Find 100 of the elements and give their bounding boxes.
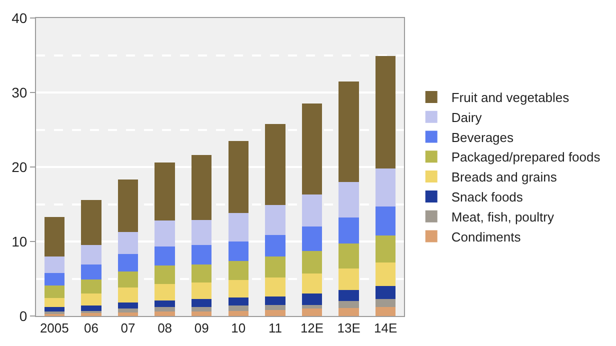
bar bbox=[375, 168, 396, 206]
bar bbox=[228, 280, 249, 298]
bar bbox=[265, 124, 286, 205]
bar bbox=[118, 180, 138, 232]
bar bbox=[228, 213, 249, 242]
legend-label: Fruit and vegetables bbox=[451, 90, 570, 106]
bar bbox=[81, 264, 102, 280]
bar bbox=[81, 294, 102, 306]
bar bbox=[81, 310, 102, 314]
bar bbox=[44, 298, 65, 308]
bar bbox=[265, 256, 286, 278]
bar bbox=[44, 307, 65, 312]
y-tick-label: 30 bbox=[12, 84, 28, 100]
y-tick-label: 20 bbox=[12, 158, 28, 175]
bar bbox=[338, 81, 359, 182]
bar bbox=[265, 304, 286, 310]
y-tick-label: 10 bbox=[12, 233, 28, 250]
x-tick-label: 06 bbox=[84, 320, 98, 336]
bar bbox=[302, 194, 322, 227]
x-tick-label: 11 bbox=[268, 320, 282, 336]
bar bbox=[265, 205, 286, 235]
bar bbox=[154, 220, 175, 247]
bar bbox=[375, 298, 396, 308]
bar bbox=[302, 308, 322, 316]
bar bbox=[338, 290, 359, 302]
bar bbox=[302, 226, 322, 252]
bar bbox=[191, 298, 212, 308]
bar bbox=[265, 234, 286, 256]
bar bbox=[302, 104, 322, 195]
bar bbox=[191, 307, 212, 312]
bar bbox=[118, 288, 138, 303]
bar bbox=[154, 312, 175, 316]
bar bbox=[154, 265, 175, 284]
bar bbox=[118, 271, 138, 288]
bar bbox=[191, 312, 212, 316]
legend-label: Meat, fish, poultry bbox=[451, 209, 554, 224]
x-tick-label: 2005 bbox=[40, 320, 69, 336]
bar bbox=[191, 264, 212, 282]
bar bbox=[154, 246, 175, 266]
bar bbox=[118, 302, 138, 309]
bar bbox=[191, 220, 212, 246]
bar bbox=[118, 232, 138, 254]
bar bbox=[338, 218, 359, 244]
bar bbox=[338, 301, 359, 308]
bar bbox=[191, 155, 212, 220]
bar bbox=[228, 260, 249, 280]
bar bbox=[118, 308, 138, 312]
legend-label: Condiments bbox=[451, 229, 522, 244]
bar bbox=[154, 284, 175, 300]
bar bbox=[81, 200, 102, 246]
bar bbox=[154, 162, 175, 221]
bar bbox=[44, 285, 65, 298]
bar bbox=[228, 297, 249, 306]
bar bbox=[338, 308, 359, 316]
x-tick-label: 10 bbox=[231, 320, 246, 336]
x-tick-label: 14E bbox=[374, 320, 398, 336]
y-tick-label: 40 bbox=[12, 10, 28, 26]
bar bbox=[44, 256, 65, 273]
bar bbox=[228, 242, 249, 261]
bar bbox=[375, 236, 396, 262]
bar bbox=[81, 306, 102, 311]
bar bbox=[338, 182, 359, 218]
x-tick-label: 08 bbox=[158, 320, 172, 336]
bar bbox=[81, 313, 102, 316]
bar bbox=[375, 307, 396, 316]
bar bbox=[44, 216, 65, 256]
x-tick-label: 09 bbox=[194, 320, 209, 336]
x-tick-label: 13E bbox=[337, 320, 361, 336]
bar bbox=[44, 272, 65, 286]
legend-label: Breads and grains bbox=[451, 170, 558, 185]
bar bbox=[118, 312, 138, 316]
bar bbox=[265, 277, 286, 297]
bar bbox=[154, 307, 175, 312]
bar bbox=[265, 296, 286, 305]
bar bbox=[302, 294, 322, 305]
x-tick-label: 12E bbox=[300, 320, 324, 336]
legend-label: Dairy bbox=[451, 110, 482, 125]
bar bbox=[154, 300, 175, 308]
bar bbox=[338, 244, 359, 268]
bar bbox=[302, 251, 322, 274]
bar bbox=[228, 310, 249, 316]
bar bbox=[81, 280, 102, 294]
bar bbox=[375, 262, 396, 286]
bar bbox=[228, 140, 249, 214]
y-tick-label: 0 bbox=[19, 308, 28, 324]
bar bbox=[265, 310, 286, 316]
bar bbox=[118, 254, 138, 272]
bar bbox=[375, 206, 396, 236]
bar bbox=[302, 304, 322, 309]
bar bbox=[302, 274, 322, 294]
legend-label: Packaged/prepared foods bbox=[451, 150, 601, 165]
bar bbox=[338, 268, 359, 290]
bar bbox=[375, 286, 396, 299]
x-tick-label: 07 bbox=[120, 320, 136, 336]
legend-label: Snack foods bbox=[451, 190, 524, 205]
bar bbox=[191, 282, 212, 299]
bar bbox=[191, 245, 212, 265]
legend-label: Beverages bbox=[451, 130, 514, 145]
bar bbox=[81, 245, 102, 265]
bar bbox=[375, 56, 396, 168]
